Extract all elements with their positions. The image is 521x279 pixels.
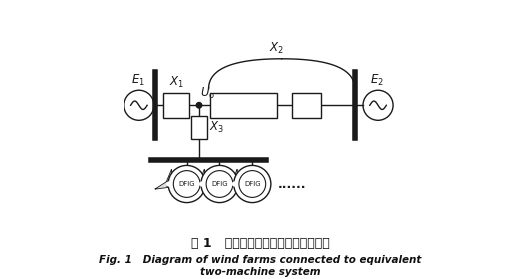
Polygon shape bbox=[220, 181, 235, 189]
Text: DFIG: DFIG bbox=[244, 181, 260, 187]
Circle shape bbox=[232, 182, 237, 186]
Polygon shape bbox=[200, 181, 213, 194]
Text: $X_3$: $X_3$ bbox=[208, 120, 224, 135]
Text: $E_2$: $E_2$ bbox=[370, 73, 383, 88]
Text: ......: ...... bbox=[278, 177, 306, 191]
Circle shape bbox=[168, 165, 205, 203]
Polygon shape bbox=[155, 181, 170, 189]
Bar bbox=[292, 93, 320, 117]
Bar bbox=[164, 93, 190, 117]
Text: two-machine system: two-machine system bbox=[200, 267, 321, 277]
Text: $U_{\rm o}$: $U_{\rm o}$ bbox=[201, 86, 216, 101]
Text: Fig. 1   Diagram of wind farms connected to equivalent: Fig. 1 Diagram of wind farms connected t… bbox=[100, 255, 421, 265]
Polygon shape bbox=[188, 181, 203, 189]
Circle shape bbox=[167, 182, 171, 186]
Text: DFIG: DFIG bbox=[211, 181, 228, 187]
Polygon shape bbox=[232, 181, 246, 194]
Bar bbox=[192, 116, 206, 140]
Circle shape bbox=[200, 182, 204, 186]
Text: DFIG: DFIG bbox=[178, 181, 195, 187]
Circle shape bbox=[234, 165, 271, 203]
Polygon shape bbox=[199, 169, 205, 185]
Polygon shape bbox=[166, 169, 172, 185]
Text: 图 1   风电场接入等值两机系统示意图: 图 1 风电场接入等值两机系统示意图 bbox=[191, 237, 330, 250]
Text: $E_1$: $E_1$ bbox=[131, 73, 144, 88]
Circle shape bbox=[201, 165, 238, 203]
Polygon shape bbox=[167, 181, 180, 194]
Circle shape bbox=[196, 103, 202, 108]
Polygon shape bbox=[231, 169, 238, 185]
Text: $X_1$: $X_1$ bbox=[169, 75, 184, 90]
Bar bbox=[210, 93, 277, 117]
Text: $X_2$: $X_2$ bbox=[269, 41, 284, 56]
